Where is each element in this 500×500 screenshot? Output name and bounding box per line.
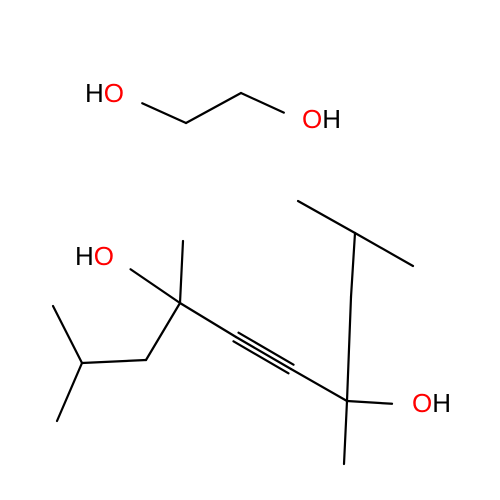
bond-single bbox=[291, 369, 347, 401]
bond-single bbox=[186, 93, 241, 123]
bond-single bbox=[180, 241, 183, 303]
atom-label-o2: OH bbox=[302, 104, 341, 134]
bond-single bbox=[355, 233, 413, 266]
bond-single bbox=[298, 201, 355, 233]
bond-single bbox=[131, 269, 180, 303]
bond-single bbox=[53, 306, 82, 363]
bond-single bbox=[82, 360, 146, 363]
bond-single bbox=[347, 401, 392, 404]
bond-triple bbox=[236, 337, 291, 369]
atom-label-oB: OH bbox=[412, 388, 451, 418]
bond-single bbox=[180, 303, 236, 337]
atom-label-oA: HO bbox=[75, 241, 114, 271]
bond-single bbox=[351, 233, 355, 297]
atom-label-o1: HO bbox=[85, 78, 124, 108]
bond-single bbox=[57, 363, 82, 421]
bond-single bbox=[146, 303, 180, 360]
bond-single bbox=[241, 93, 284, 113]
chemical-structure-diagram: HO OH HO OH bbox=[0, 0, 500, 500]
bond-single bbox=[142, 103, 186, 123]
bond-single bbox=[344, 401, 347, 464]
bond-single bbox=[347, 297, 351, 401]
